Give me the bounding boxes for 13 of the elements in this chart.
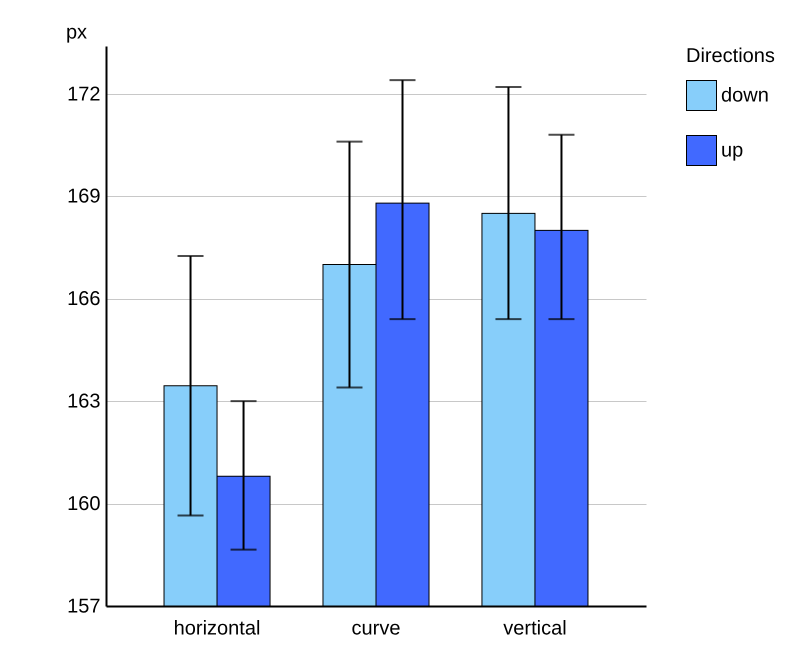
y-tick-label: 169 xyxy=(67,186,100,208)
legend-label: down xyxy=(721,84,769,106)
y-tick-label: 166 xyxy=(67,288,100,310)
y-tick-label: 172 xyxy=(67,83,100,106)
y-tick-label: 163 xyxy=(67,390,100,413)
x-tick-label: curve xyxy=(352,618,400,640)
y-tick-label: 157 xyxy=(67,596,100,618)
x-tick-label: horizontal xyxy=(174,618,260,640)
legend-label: up xyxy=(721,140,744,162)
y-tick-label: 160 xyxy=(67,493,100,516)
x-tick-label: vertical xyxy=(503,618,567,640)
y-axis-title: px xyxy=(66,22,88,44)
legend-title: Directions xyxy=(686,45,775,67)
